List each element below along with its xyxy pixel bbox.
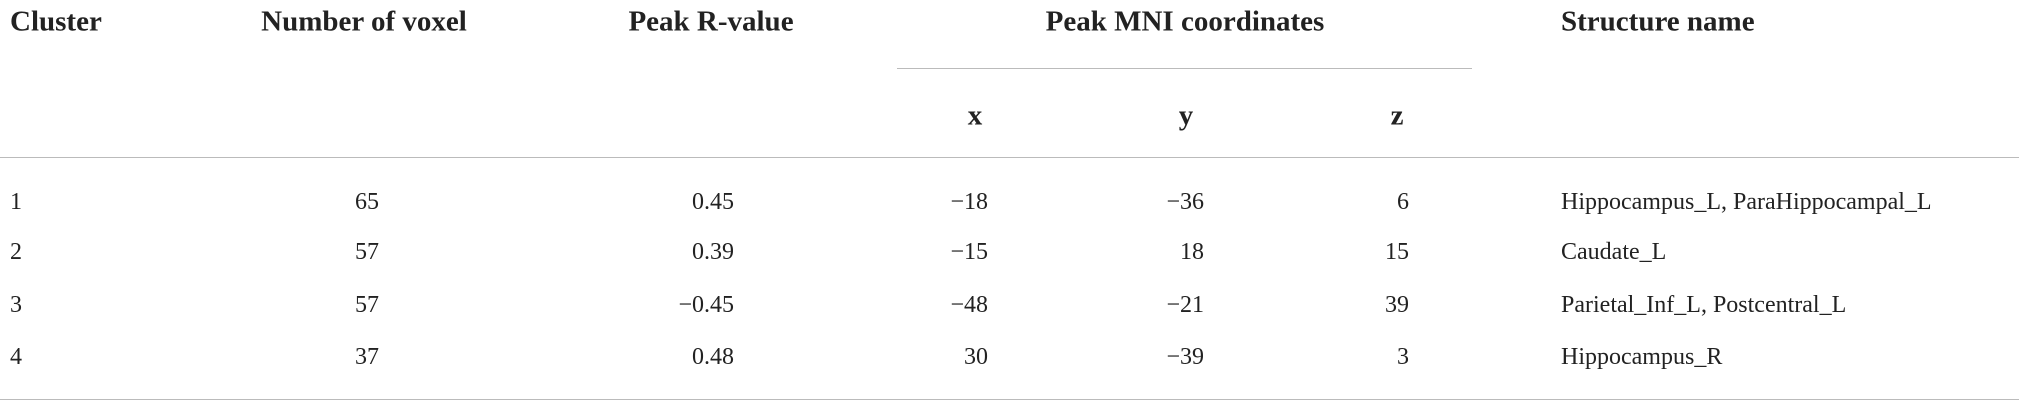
table-cell: 15 — [1385, 239, 1409, 265]
header-rule — [0, 157, 2019, 158]
table-cell: Parietal_Inf_L, Postcentral_L — [1561, 292, 1847, 318]
column-header: Peak MNI coordinates — [1045, 5, 1325, 38]
table-cell: 65 — [355, 189, 379, 215]
sub-header: x — [967, 99, 983, 132]
column-header: Cluster — [10, 5, 102, 38]
table-cell: Hippocampus_L, ParaHippocampal_L — [1561, 189, 1932, 215]
table-cell: 2 — [10, 239, 22, 265]
column-header: Structure name — [1561, 5, 1755, 38]
table-cell: 0.39 — [692, 239, 734, 265]
table-cell: 18 — [1180, 239, 1204, 265]
table-cell: 6 — [1397, 189, 1409, 215]
table-cell: 30 — [964, 344, 988, 370]
table-cell: −48 — [950, 292, 988, 318]
table-cell: −0.45 — [678, 292, 734, 318]
table-cell: 3 — [10, 292, 22, 318]
column-header: Peak R-value — [628, 5, 794, 38]
group-rule — [897, 68, 1472, 69]
table-cell: 4 — [10, 344, 22, 370]
table-cell: 39 — [1385, 292, 1409, 318]
table-cell: −18 — [950, 189, 988, 215]
table-cell: 0.45 — [692, 189, 734, 215]
table-cell: −36 — [1166, 189, 1204, 215]
table-cell: 57 — [355, 292, 379, 318]
table-cell: 3 — [1397, 344, 1409, 370]
table-cell: −39 — [1166, 344, 1204, 370]
table-cell: 0.48 — [692, 344, 734, 370]
table-cell: −21 — [1166, 292, 1204, 318]
table-cell: Hippocampus_R — [1561, 344, 1723, 370]
column-header: Number of voxel — [261, 5, 467, 38]
table-cell: 57 — [355, 239, 379, 265]
table-cell: 37 — [355, 344, 379, 370]
table-cell: Caudate_L — [1561, 239, 1667, 265]
bottom-rule — [0, 399, 2019, 400]
sub-header: z — [1390, 99, 1404, 132]
table-cell: 1 — [10, 189, 22, 215]
table-cell: −15 — [950, 239, 988, 265]
sub-header: y — [1178, 99, 1194, 132]
